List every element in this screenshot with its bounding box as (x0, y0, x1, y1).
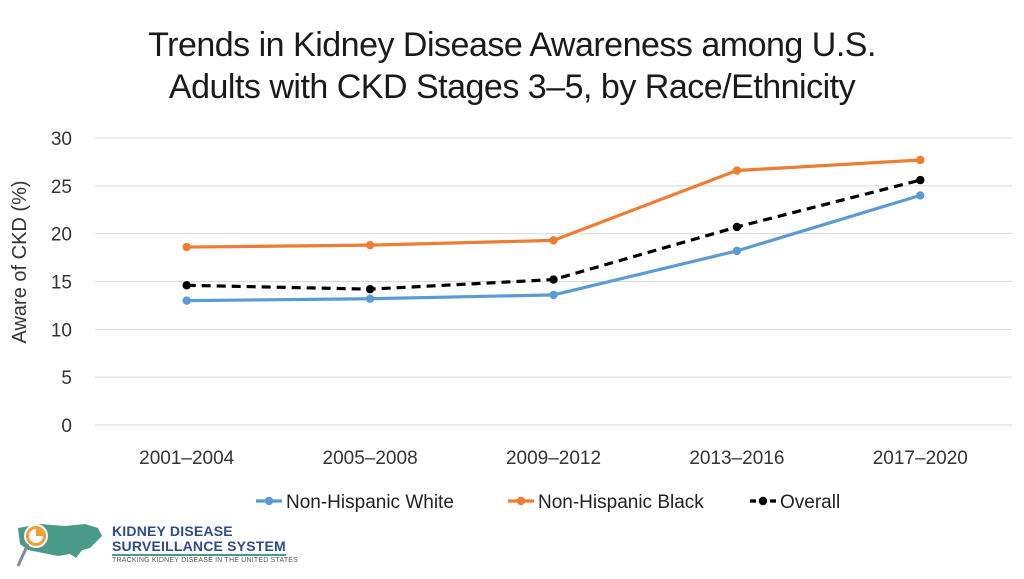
y-tick-label-5: 5 (61, 368, 72, 389)
data-point-non-hispanic-white-4 (732, 246, 742, 256)
data-point-overall-3 (549, 275, 558, 284)
x-tick-label-3: 2009–2012 (506, 448, 601, 469)
data-point-non-hispanic-white-5 (916, 191, 925, 200)
x-tick-label-4: 2013–2016 (689, 448, 784, 469)
data-point-non-hispanic-black-4 (732, 166, 742, 175)
legend-marker-overall (758, 496, 768, 506)
logo-title-line-1: KIDNEY DISEASE (112, 523, 233, 539)
x-tick-label-5: 2017–2020 (873, 448, 968, 469)
y-axis-label: Aware of CKD (%) (9, 180, 31, 343)
data-point-non-hispanic-white-2 (365, 294, 375, 303)
data-point-overall-5 (916, 175, 925, 185)
data-point-non-hispanic-black-2 (365, 240, 375, 250)
series-line-overall (186, 178, 921, 291)
data-point-non-hispanic-white-1 (182, 296, 191, 305)
chart-title-line-2: Adults with CKD Stages 3–5, by Race/Ethn… (168, 68, 856, 106)
x-tick-label-1: 2001–2004 (139, 448, 235, 469)
us-map-logo-icon (16, 524, 102, 567)
data-point-non-hispanic-black-1 (182, 242, 191, 252)
y-tick-label-10: 10 (51, 320, 72, 341)
logo-title-line-2: SURVEILLANCE SYSTEM (112, 538, 286, 554)
y-tick-label-25: 25 (51, 177, 72, 198)
series-line-non-hispanic-white (186, 193, 921, 303)
data-point-overall-4 (732, 222, 742, 232)
x-tick-label-2: 2005–2008 (323, 448, 418, 469)
data-point-non-hispanic-black-5 (916, 155, 925, 165)
data-point-non-hispanic-black-3 (549, 236, 558, 245)
y-tick-label-15: 15 (51, 273, 72, 294)
data-point-overall-1 (182, 281, 191, 290)
legend-marker-non-hispanic-black (516, 496, 526, 506)
data-point-non-hispanic-white-3 (549, 290, 558, 300)
legend-label-non-hispanic-white: Non-Hispanic White (286, 492, 454, 513)
chart-title: Trends in Kidney Disease Awareness among… (0, 24, 1024, 108)
chart-title-line-1: Trends in Kidney Disease Awareness among… (148, 26, 876, 64)
logo-tagline: TRACKING KIDNEY DISEASE IN THE UNITED ST… (112, 557, 299, 564)
kdss-logo: KIDNEY DISEASE SURVEILLANCE SYSTEM TRACK… (10, 514, 300, 574)
legend-marker-non-hispanic-white (264, 496, 274, 506)
y-tick-label-0: 0 (61, 416, 72, 437)
data-point-overall-2 (365, 284, 375, 294)
y-tick-label-30: 30 (51, 129, 72, 150)
logo-divider (112, 554, 286, 556)
legend-label-non-hispanic-black: Non-Hispanic Black (538, 492, 704, 513)
legend-label-overall: Overall (780, 492, 840, 513)
y-tick-label-20: 20 (51, 225, 72, 246)
